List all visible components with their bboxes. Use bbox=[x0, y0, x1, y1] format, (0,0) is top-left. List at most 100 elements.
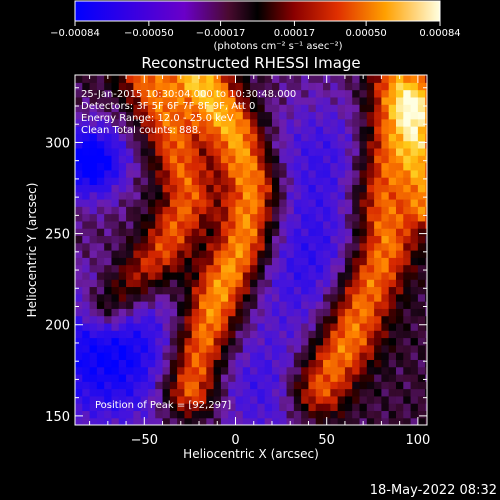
heatmap-cell bbox=[147, 403, 156, 412]
heatmap-cell bbox=[388, 75, 397, 83]
heatmap-cell bbox=[242, 82, 251, 91]
heatmap-cell bbox=[147, 286, 156, 295]
heatmap-cell bbox=[213, 395, 222, 404]
heatmap-cell bbox=[118, 96, 127, 105]
heatmap-cell bbox=[133, 96, 142, 105]
heatmap-cell bbox=[271, 96, 280, 105]
heatmap-cell bbox=[344, 359, 353, 368]
heatmap-cell bbox=[250, 337, 258, 346]
heatmap-cell bbox=[228, 250, 237, 258]
heatmap-cell bbox=[191, 315, 200, 324]
heatmap-cell bbox=[403, 162, 412, 171]
heatmap-cell bbox=[301, 337, 310, 346]
heatmap-cell bbox=[286, 279, 295, 288]
heatmap-cell bbox=[352, 191, 361, 200]
heatmap-cell bbox=[118, 344, 127, 353]
heatmap-cell bbox=[403, 373, 412, 382]
heatmap-cell bbox=[220, 169, 229, 178]
heatmap-cell bbox=[184, 206, 193, 215]
heatmap-cell bbox=[111, 184, 120, 193]
heatmap-cell bbox=[169, 213, 178, 222]
heatmap-cell bbox=[213, 177, 222, 185]
heatmap-cell bbox=[410, 279, 419, 288]
heatmap-cell bbox=[323, 330, 331, 339]
heatmap-cell bbox=[308, 264, 317, 273]
heatmap-cell bbox=[337, 293, 346, 302]
heatmap-cell bbox=[330, 155, 339, 164]
heatmap-cell bbox=[147, 373, 156, 382]
heatmap-cell bbox=[177, 140, 186, 149]
heatmap-cell bbox=[257, 126, 266, 134]
heatmap-cell bbox=[155, 82, 164, 91]
heatmap-cell bbox=[242, 279, 251, 288]
heatmap-cell bbox=[89, 301, 98, 309]
heatmap-cell bbox=[417, 359, 426, 368]
heatmap-cell bbox=[279, 359, 288, 368]
heatmap-cell bbox=[366, 279, 375, 288]
heatmap-cell bbox=[162, 191, 171, 200]
heatmap-cell bbox=[184, 271, 193, 280]
heatmap-cell bbox=[410, 366, 419, 375]
heatmap-cell bbox=[126, 206, 134, 215]
heatmap-cell bbox=[352, 395, 361, 404]
heatmap-cell bbox=[257, 89, 266, 98]
heatmap-cell bbox=[82, 235, 91, 244]
heatmap-cell bbox=[169, 417, 178, 425]
heatmap-cell bbox=[315, 206, 324, 215]
heatmap-cell bbox=[293, 162, 302, 171]
heatmap-cell bbox=[133, 220, 142, 229]
heatmap-cell bbox=[89, 235, 98, 244]
heatmap-cell bbox=[89, 366, 98, 375]
heatmap-cell bbox=[206, 104, 215, 113]
heatmap-cell bbox=[191, 403, 200, 412]
heatmap-cell bbox=[133, 177, 142, 185]
heatmap-cell bbox=[301, 184, 310, 193]
heatmap-cell bbox=[359, 82, 368, 91]
heatmap-cell bbox=[177, 118, 186, 127]
heatmap-cell bbox=[301, 352, 310, 360]
heatmap-cell bbox=[323, 271, 331, 280]
heatmap-cell bbox=[388, 279, 397, 288]
heatmap-cell bbox=[169, 235, 178, 244]
heatmap-cell bbox=[250, 111, 258, 120]
heatmap-cell bbox=[257, 82, 266, 91]
heatmap-cell bbox=[286, 403, 295, 412]
heatmap-cell bbox=[279, 279, 288, 288]
heatmap-cell bbox=[96, 82, 105, 91]
heatmap-cell bbox=[344, 89, 353, 98]
heatmap-cell bbox=[242, 315, 251, 324]
heatmap-cell bbox=[352, 242, 361, 251]
heatmap-cell bbox=[381, 111, 390, 120]
heatmap-cell bbox=[264, 301, 273, 309]
heatmap-cell bbox=[381, 220, 390, 229]
colorbar-tick-label: 0.00017 bbox=[274, 28, 315, 39]
heatmap-cell bbox=[111, 177, 120, 185]
heatmap-cell bbox=[323, 96, 331, 105]
heatmap-cell bbox=[344, 162, 353, 171]
heatmap-cell bbox=[206, 155, 215, 164]
heatmap-cell bbox=[147, 177, 156, 185]
heatmap-cell bbox=[301, 410, 310, 419]
heatmap-cell bbox=[315, 388, 324, 397]
heatmap-cell bbox=[169, 373, 178, 382]
heatmap-cell bbox=[220, 133, 229, 142]
heatmap-cell bbox=[220, 293, 229, 302]
heatmap-cell bbox=[118, 162, 127, 171]
heatmap-cell bbox=[162, 330, 171, 339]
heatmap-cell bbox=[82, 213, 91, 222]
heatmap-cell bbox=[191, 118, 200, 127]
heatmap-cell bbox=[191, 198, 200, 207]
heatmap-cell bbox=[257, 147, 266, 156]
heatmap-cell bbox=[293, 206, 302, 215]
heatmap-cell bbox=[235, 126, 244, 134]
heatmap-cell bbox=[75, 301, 83, 309]
heatmap-cell bbox=[133, 191, 142, 200]
heatmap-cell bbox=[133, 111, 142, 120]
heatmap-cell bbox=[206, 82, 215, 91]
heatmap-cell bbox=[89, 373, 98, 382]
heatmap-cell bbox=[359, 104, 368, 113]
heatmap-cell bbox=[155, 147, 164, 156]
heatmap-cell bbox=[111, 89, 120, 98]
heatmap-cell bbox=[82, 330, 91, 339]
heatmap-cell bbox=[381, 104, 390, 113]
